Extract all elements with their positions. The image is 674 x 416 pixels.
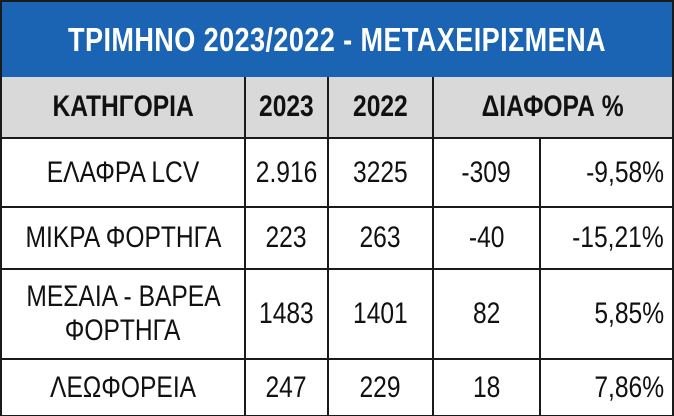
row-percent: 5,85%	[539, 268, 672, 360]
table-row: ΛΕΩΦΟΡΕΙΑ 247 229 18 7,86%	[2, 358, 672, 415]
row-value-2022: 1401	[327, 268, 434, 360]
header-difference: ΔΙΑΦΟΡΑ %	[432, 77, 672, 139]
table-title-bar: ΤΡΙΜΗΝΟ 2023/2022 - ΜΕΤΑΧΕΙΡΙΣΜΕΝΑ	[2, 2, 672, 77]
header-category: ΚΑΤΗΓΟΡΙΑ	[2, 77, 246, 139]
row-category: ΜΕΣΑΙΑ - ΒΑΡΕΑ ΦΟΡΤΗΓΑ	[2, 268, 246, 360]
header-2023: 2023	[244, 77, 329, 139]
row-difference: -309	[432, 137, 541, 208]
row-value-2023: 1483	[244, 268, 329, 360]
row-category: ΕΛΑΦΡΑ LCV	[2, 137, 246, 208]
row-value-2022: 3225	[327, 137, 434, 208]
header-row: ΚΑΤΗΓΟΡΙΑ 2023 2022 ΔΙΑΦΟΡΑ %	[2, 77, 672, 139]
row-category-line1: ΜΕΣΑΙΑ - ΒΑΡΕΑ	[25, 280, 221, 313]
row-category-line2: ΦΟΡΤΗΓΑ	[65, 314, 181, 347]
row-category: ΛΕΩΦΟΡΕΙΑ	[2, 358, 246, 415]
stats-table: ΚΑΤΗΓΟΡΙΑ 2023 2022 ΔΙΑΦΟΡΑ % ΕΛΑΦΡΑ LCV…	[2, 77, 672, 415]
row-difference: -40	[432, 206, 541, 270]
row-difference: 82	[432, 268, 541, 360]
table-row: ΜΕΣΑΙΑ - ΒΑΡΕΑ ΦΟΡΤΗΓΑ 1483 1401 82 5,85…	[2, 268, 672, 360]
row-value-2023: 223	[244, 206, 329, 270]
row-value-2023: 2.916	[244, 137, 329, 208]
table-title: ΤΡΙΜΗΝΟ 2023/2022 - ΜΕΤΑΧΕΙΡΙΣΜΕΝΑ	[68, 20, 606, 58]
header-2022: 2022	[327, 77, 434, 139]
row-difference: 18	[432, 358, 541, 415]
row-percent: -15,21%	[539, 206, 672, 270]
row-value-2022: 229	[327, 358, 434, 415]
table-row: ΕΛΑΦΡΑ LCV 2.916 3225 -309 -9,58%	[2, 137, 672, 208]
table-row: ΜΙΚΡΑ ΦΟΡΤΗΓΑ 223 263 -40 -15,21%	[2, 206, 672, 270]
row-percent: 7,86%	[539, 358, 672, 415]
row-value-2023: 247	[244, 358, 329, 415]
row-percent: -9,58%	[539, 137, 672, 208]
row-category: ΜΙΚΡΑ ΦΟΡΤΗΓΑ	[2, 206, 246, 270]
row-value-2022: 263	[327, 206, 434, 270]
